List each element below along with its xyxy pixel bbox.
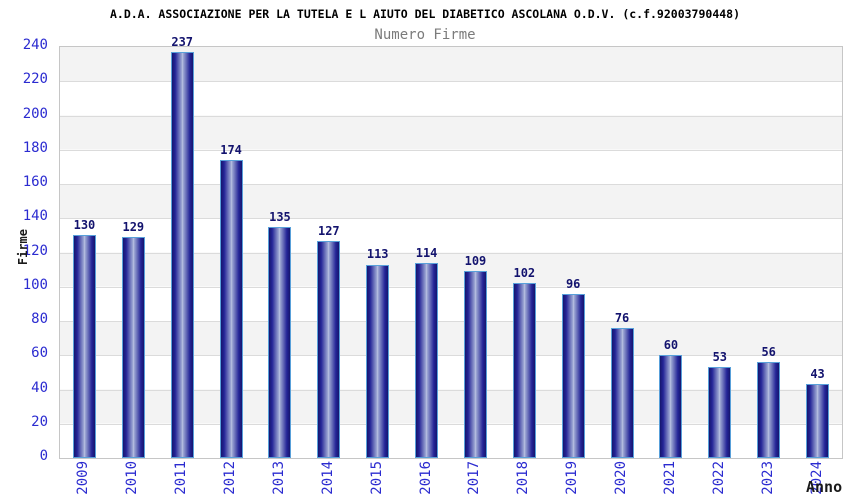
gridline bbox=[60, 184, 842, 185]
x-axis-tick-text: 2014 bbox=[319, 461, 336, 495]
bar-2010 bbox=[121, 237, 145, 458]
bar-value-label: 114 bbox=[415, 245, 438, 260]
bar-2018 bbox=[512, 283, 536, 458]
x-axis-tick-label: 2014 bbox=[303, 461, 352, 499]
x-axis-tick-label: 2016 bbox=[401, 461, 450, 499]
x-axis-tick-label: 2023 bbox=[743, 461, 792, 499]
y-axis-tick-label: 0 bbox=[39, 448, 48, 464]
bar-2016 bbox=[415, 262, 439, 458]
bar-value-label: 60 bbox=[663, 338, 679, 353]
bar-2011 bbox=[170, 52, 194, 458]
bar-value-label: 129 bbox=[122, 220, 145, 235]
bar-2020 bbox=[610, 327, 634, 458]
bar-2022 bbox=[708, 367, 732, 458]
y-axis-title: Firme bbox=[16, 229, 30, 266]
y-axis-tick-label: 200 bbox=[22, 105, 48, 122]
bar-value-label: 127 bbox=[317, 223, 340, 238]
x-axis-tick-text: 2015 bbox=[368, 461, 385, 495]
bar-2013 bbox=[268, 226, 292, 458]
bar-2014 bbox=[317, 240, 341, 458]
x-axis-tick-label: 2011 bbox=[157, 461, 206, 499]
bar-value-label: 174 bbox=[220, 143, 242, 158]
y-axis-tick-label: 40 bbox=[31, 379, 48, 396]
gridline bbox=[60, 423, 842, 425]
y-axis: 0 20 40 60 80 100 120 140 160 180 200 220 240 bbox=[0, 38, 48, 464]
y-axis-tick-label: 20 bbox=[31, 413, 48, 430]
x-axis-tick-label: 2017 bbox=[450, 461, 499, 499]
gridline bbox=[60, 252, 842, 254]
bar-value-label: 135 bbox=[269, 209, 291, 224]
bar-value-label: 130 bbox=[73, 218, 96, 233]
bar-value-label: 76 bbox=[614, 310, 630, 325]
x-axis-title: Anno bbox=[806, 478, 843, 496]
x-axis-tick-text: 2022 bbox=[710, 461, 727, 495]
gridline bbox=[60, 149, 842, 151]
x-axis-tick-label: 2015 bbox=[352, 461, 401, 499]
y-axis-tick-label: 220 bbox=[22, 71, 48, 88]
bar-2019 bbox=[561, 293, 585, 458]
chart-title: A.D.A. ASSOCIAZIONE PER LA TUTELA E L AI… bbox=[109, 7, 741, 21]
bar-value-label: 53 bbox=[712, 350, 728, 365]
x-axis-tick-text: 2013 bbox=[270, 461, 287, 495]
y-axis-tick-label: 140 bbox=[22, 208, 48, 225]
x-axis-tick-text: 2009 bbox=[75, 461, 92, 495]
bar-value-label: 102 bbox=[513, 266, 536, 281]
gridline bbox=[60, 115, 842, 117]
y-axis-tick-label: 100 bbox=[22, 276, 48, 293]
bar-2009 bbox=[72, 235, 96, 458]
y-axis-tick-label: 120 bbox=[22, 242, 48, 259]
y-axis-tick-label: 240 bbox=[22, 37, 48, 53]
y-axis-tick-label: 80 bbox=[31, 311, 48, 327]
y-axis-tick-label: 160 bbox=[22, 174, 48, 190]
chart-subtitle: Numero Firme bbox=[374, 27, 476, 43]
x-axis-tick-text: 2021 bbox=[661, 461, 678, 495]
gridline bbox=[60, 81, 842, 83]
bar-2015 bbox=[366, 264, 390, 458]
x-axis-tick-label: 2009 bbox=[59, 461, 108, 499]
bar-2021 bbox=[659, 355, 683, 458]
bar-2012 bbox=[219, 160, 243, 458]
x-axis-tick-text: 2017 bbox=[466, 461, 483, 495]
x-axis-tick-text: 2012 bbox=[222, 461, 239, 495]
x-axis-tick-label: 2020 bbox=[597, 461, 646, 499]
x-axis-tick-label: 2010 bbox=[108, 461, 157, 499]
gridline bbox=[60, 321, 842, 322]
x-axis-labels: 2009 2010 2011 2012 2013 2014 2015 2016 2017 2018… bbox=[59, 461, 841, 499]
bar-value-label: 113 bbox=[366, 247, 389, 262]
x-axis-tick-text: 2019 bbox=[564, 461, 581, 495]
bar-value-label: 56 bbox=[761, 345, 776, 360]
plot-area: 130 129 237 174 135 127 113 114 109 102 96 76 60 53 56… bbox=[59, 35, 843, 459]
x-axis-tick-text: 2011 bbox=[173, 461, 190, 495]
y-axis-tick-label: 60 bbox=[31, 345, 48, 362]
bar-2023 bbox=[757, 362, 781, 458]
x-axis-tick-text: 2023 bbox=[759, 461, 776, 495]
x-axis-tick-label: 2013 bbox=[255, 461, 304, 499]
bar-2024 bbox=[806, 384, 830, 458]
gridline bbox=[60, 389, 842, 391]
x-axis-tick-label: 2019 bbox=[548, 461, 597, 499]
x-axis-tick-text: 2010 bbox=[124, 461, 141, 495]
gridline bbox=[60, 218, 842, 220]
x-axis-tick-text: 2016 bbox=[417, 461, 434, 495]
x-axis-tick-label: 2012 bbox=[206, 461, 255, 499]
x-axis-tick-label: 2018 bbox=[499, 461, 548, 499]
gridline bbox=[60, 286, 842, 288]
x-axis-tick-label: 2022 bbox=[694, 461, 743, 499]
bar-value-label: 96 bbox=[565, 276, 581, 291]
bar-value-label: 109 bbox=[464, 254, 487, 269]
x-axis-tick-label: 2021 bbox=[646, 461, 695, 499]
bar-value-label: 237 bbox=[171, 35, 194, 50]
y-axis-tick-label: 180 bbox=[22, 139, 48, 156]
gridline bbox=[60, 355, 842, 357]
bar-2017 bbox=[463, 271, 487, 458]
bar-value-label: 43 bbox=[810, 367, 825, 382]
x-axis-tick-text: 2020 bbox=[613, 461, 630, 495]
x-axis-tick-text: 2018 bbox=[515, 461, 532, 495]
